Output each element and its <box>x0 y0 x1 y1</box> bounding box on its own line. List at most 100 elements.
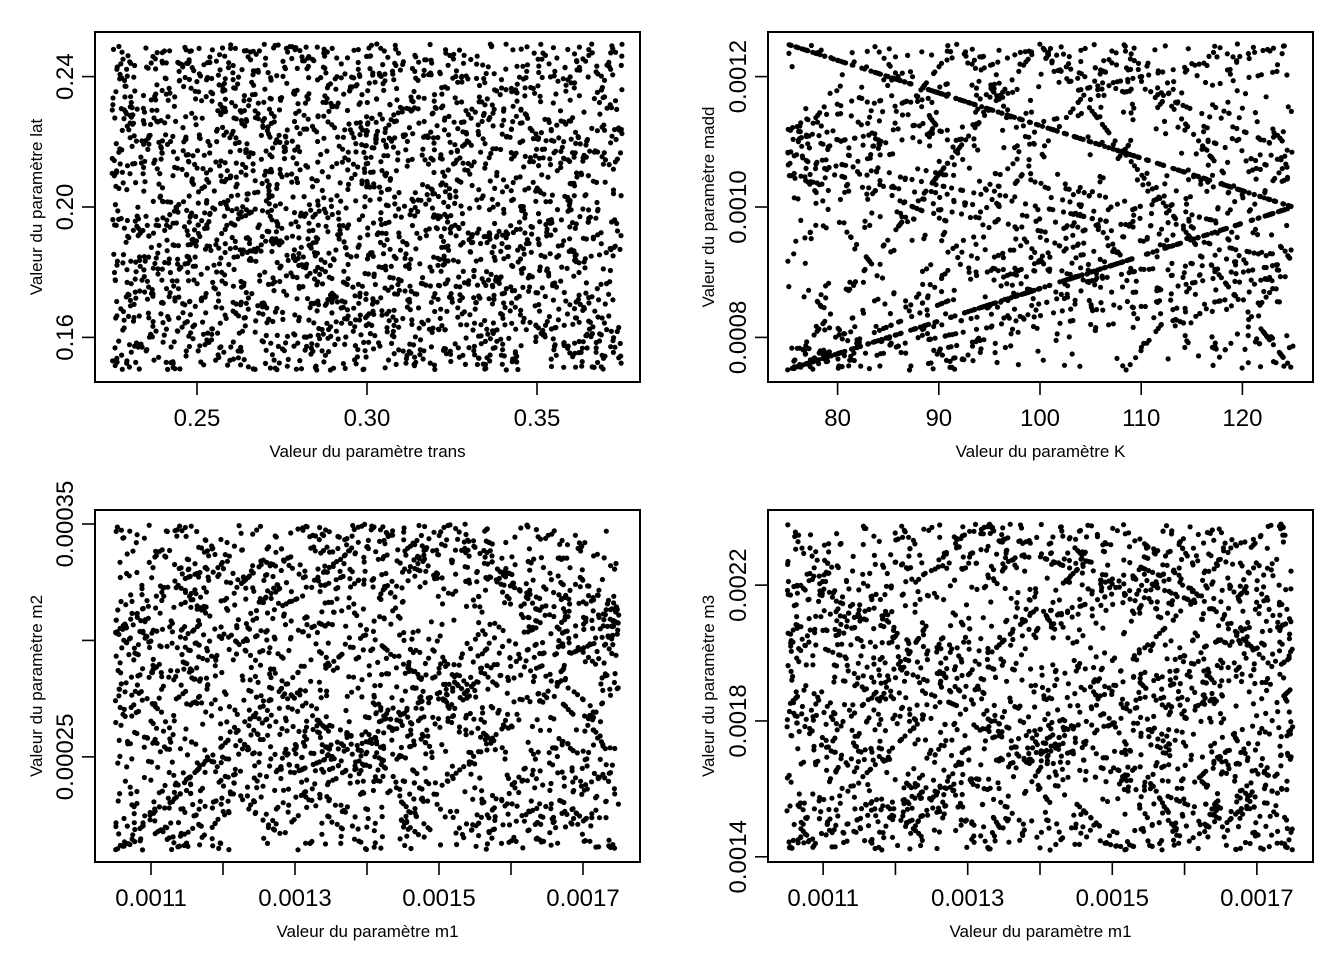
data-point <box>235 81 241 87</box>
data-point <box>1012 224 1018 230</box>
data-point <box>598 281 604 287</box>
data-point <box>270 318 276 325</box>
data-point <box>435 134 441 141</box>
data-point <box>569 220 576 226</box>
data-point <box>215 298 222 304</box>
data-point <box>1165 267 1171 273</box>
data-point <box>252 91 258 97</box>
data-point <box>295 101 301 107</box>
data-point <box>517 226 523 232</box>
data-point <box>803 361 810 367</box>
data-point <box>812 188 818 194</box>
data-point <box>1017 49 1024 56</box>
data-point <box>533 290 539 296</box>
data-point <box>329 310 335 316</box>
data-point <box>319 348 325 354</box>
data-point <box>616 127 622 133</box>
data-point <box>862 266 868 273</box>
data-point <box>183 136 189 142</box>
data-point <box>467 205 473 211</box>
data-point <box>170 242 176 248</box>
data-point <box>519 204 526 210</box>
data-point <box>407 283 413 289</box>
data-point <box>1148 210 1155 217</box>
data-point <box>236 330 242 336</box>
data-point <box>219 278 225 284</box>
data-point <box>309 301 315 307</box>
data-point <box>917 310 923 316</box>
data-point <box>992 350 998 356</box>
data-point <box>262 172 268 178</box>
data-point <box>437 71 443 77</box>
data-point <box>383 144 389 150</box>
data-point <box>283 45 289 52</box>
data-point <box>1216 247 1222 253</box>
data-point <box>327 81 334 87</box>
data-point <box>564 311 571 317</box>
data-point <box>493 146 499 152</box>
data-point <box>153 328 159 334</box>
data-point <box>409 222 415 229</box>
data-point <box>588 334 594 340</box>
data-point <box>268 110 274 116</box>
data-point <box>325 119 331 125</box>
data-point <box>881 77 887 83</box>
data-point <box>604 327 610 333</box>
y-tick-label: 0.20 <box>52 184 79 231</box>
data-point <box>932 284 938 290</box>
data-point <box>364 53 370 60</box>
data-point <box>566 202 572 208</box>
data-point <box>898 330 904 336</box>
data-point <box>1027 97 1034 103</box>
data-point <box>218 344 224 350</box>
data-point <box>1164 80 1171 86</box>
data-point <box>565 345 571 351</box>
data-point <box>374 128 381 134</box>
data-point <box>872 136 879 142</box>
data-point <box>1175 167 1181 173</box>
data-point <box>365 160 371 166</box>
data-point <box>1205 179 1211 185</box>
data-point <box>953 243 960 249</box>
data-point <box>1070 106 1076 112</box>
data-point <box>850 164 856 170</box>
data-point <box>1017 313 1023 319</box>
data-point <box>828 55 835 61</box>
data-point <box>619 87 625 93</box>
data-point <box>531 50 537 56</box>
data-point <box>906 80 913 87</box>
data-point <box>1274 132 1281 138</box>
data-point <box>1182 305 1188 311</box>
data-point <box>297 213 304 219</box>
data-point <box>222 226 228 232</box>
data-point <box>355 59 361 66</box>
data-point <box>480 62 486 68</box>
data-point <box>295 255 301 261</box>
data-point <box>1149 186 1155 192</box>
data-point <box>346 222 352 228</box>
data-point <box>144 296 151 302</box>
data-point <box>260 123 266 129</box>
data-point <box>580 56 586 62</box>
data-point <box>165 97 171 103</box>
data-point <box>529 128 535 134</box>
data-point <box>461 52 467 58</box>
data-point <box>1099 86 1105 92</box>
data-point <box>1052 219 1059 225</box>
data-point <box>352 357 358 363</box>
data-point <box>309 123 316 129</box>
data-point <box>476 82 483 89</box>
data-point <box>400 239 406 245</box>
data-point <box>1078 136 1084 142</box>
data-point <box>1165 91 1172 97</box>
data-point <box>1284 333 1290 339</box>
data-point <box>1024 213 1030 219</box>
data-point <box>317 271 323 277</box>
data-point <box>127 303 134 309</box>
data-point <box>492 185 498 191</box>
data-point <box>266 229 272 235</box>
data-point <box>503 367 509 373</box>
data-point <box>1104 127 1110 133</box>
data-point <box>253 258 259 264</box>
data-point <box>567 206 573 212</box>
